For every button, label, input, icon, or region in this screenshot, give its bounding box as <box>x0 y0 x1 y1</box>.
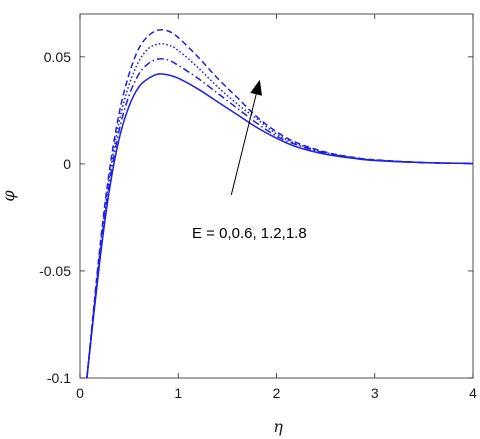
annotation-arrow-shaft <box>230 94 257 196</box>
x-tick-label: 0 <box>76 385 84 401</box>
y-axis-ticks: -0.1 -0.05 0 0.05 <box>39 49 473 386</box>
series-line-E-0 <box>86 73 474 379</box>
plot-frame <box>79 13 474 379</box>
x-tick-label: 3 <box>371 385 379 401</box>
y-tick-label: 0.05 <box>44 49 71 65</box>
x-axis-ticks: 0 1 2 3 4 <box>76 14 477 401</box>
series-line-E-1_2 <box>86 43 474 379</box>
x-tick-label: 4 <box>469 385 477 401</box>
y-tick-label: -0.05 <box>39 263 71 279</box>
annotation-layer: E = 0,0.6, 1.2,1.8 <box>192 79 307 242</box>
y-tick-label: 0 <box>63 156 71 172</box>
annotation-arrow-head <box>250 79 263 96</box>
x-axis-label: η <box>273 417 283 436</box>
annotation-label: E = 0,0.6, 1.2,1.8 <box>192 225 307 242</box>
plot-border <box>79 13 474 379</box>
series-line-E-1_8 <box>86 29 474 379</box>
y-axis-label: φ <box>0 190 18 202</box>
y-tick-label: -0.1 <box>47 370 71 386</box>
x-tick-label: 1 <box>174 385 182 401</box>
series-line-E-0_6 <box>86 58 474 379</box>
series-layer <box>86 29 474 379</box>
x-tick-label: 2 <box>273 385 281 401</box>
